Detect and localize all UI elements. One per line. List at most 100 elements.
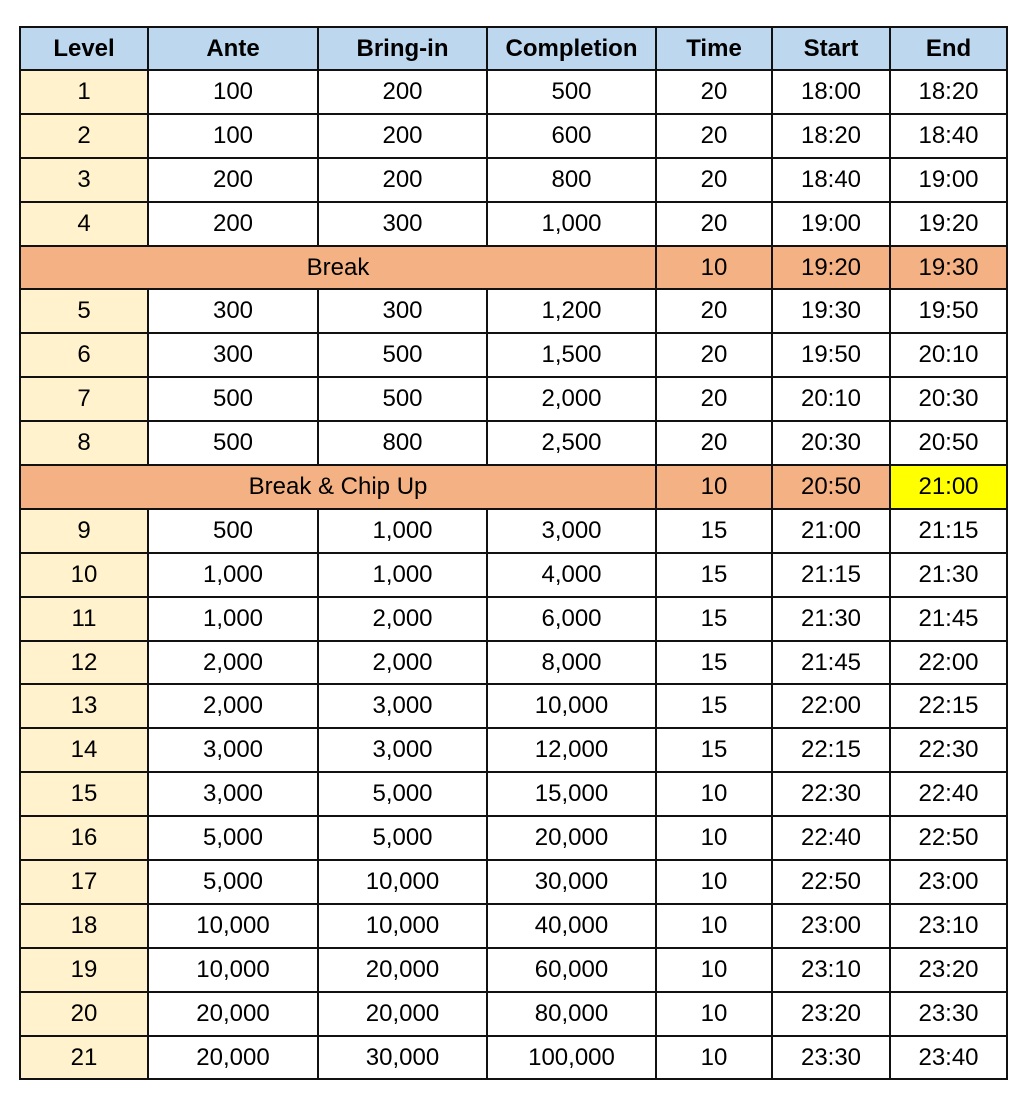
cell-time: 15 [655, 551, 773, 598]
level-row: 3 200 200 800 20 18:40 19:00 [19, 156, 1008, 203]
cell-end: 20:10 [889, 332, 1008, 379]
cell-bring-in: 5,000 [317, 815, 488, 862]
cell-level: 10 [19, 551, 149, 598]
cell-start: 20:30 [771, 420, 891, 467]
cell-completion: 100,000 [486, 1034, 657, 1081]
cell-start: 23:00 [771, 902, 891, 949]
cell-end: 21:45 [889, 595, 1008, 642]
level-row: 20 20,000 20,000 80,000 10 23:20 23:30 [19, 990, 1008, 1037]
cell-end: 21:15 [889, 507, 1008, 554]
break-row: Break & Chip Up 10 20:50 21:00 [19, 464, 1008, 510]
cell-start: 18:40 [771, 156, 891, 203]
cell-level: 4 [19, 200, 149, 247]
cell-level: 8 [19, 420, 149, 467]
cell-completion: 30,000 [486, 859, 657, 905]
break-label: Break [19, 244, 657, 291]
cell-ante: 5,000 [147, 859, 319, 905]
cell-bring-in: 200 [317, 156, 488, 203]
cell-start: 23:20 [771, 990, 891, 1037]
cell-ante: 10,000 [147, 902, 319, 949]
cell-bring-in: 20,000 [317, 946, 488, 993]
cell-ante: 100 [147, 69, 319, 115]
cell-time: 10 [655, 902, 773, 949]
cell-completion: 800 [486, 156, 657, 203]
cell-level: 21 [19, 1034, 149, 1081]
cell-start: 20:50 [771, 464, 891, 510]
cell-time: 10 [655, 464, 773, 510]
cell-level: 1 [19, 69, 149, 115]
cell-bring-in: 800 [317, 420, 488, 467]
cell-completion: 60,000 [486, 946, 657, 993]
cell-completion: 1,500 [486, 332, 657, 379]
cell-ante: 500 [147, 420, 319, 467]
cell-time: 15 [655, 683, 773, 730]
cell-start: 18:00 [771, 69, 891, 115]
cell-bring-in: 20,000 [317, 990, 488, 1037]
cell-end: 21:30 [889, 551, 1008, 598]
cell-level: 19 [19, 946, 149, 993]
cell-bring-in: 10,000 [317, 859, 488, 905]
level-row: 13 2,000 3,000 10,000 15 22:00 22:15 [19, 683, 1008, 730]
cell-time: 20 [655, 420, 773, 467]
cell-completion: 20,000 [486, 815, 657, 862]
cell-completion: 6,000 [486, 595, 657, 642]
cell-completion: 15,000 [486, 771, 657, 818]
cell-level: 20 [19, 990, 149, 1037]
cell-bring-in: 5,000 [317, 771, 488, 818]
cell-completion: 10,000 [486, 683, 657, 730]
cell-end: 20:30 [889, 376, 1008, 423]
cell-time: 10 [655, 990, 773, 1037]
cell-time: 10 [655, 771, 773, 818]
cell-start: 22:50 [771, 859, 891, 905]
cell-start: 22:15 [771, 727, 891, 774]
cell-end: 19:50 [889, 288, 1008, 335]
cell-time: 20 [655, 376, 773, 423]
cell-completion: 600 [486, 112, 657, 159]
cell-level: 18 [19, 902, 149, 949]
cell-completion: 1,000 [486, 200, 657, 247]
cell-bring-in: 3,000 [317, 727, 488, 774]
cell-level: 5 [19, 288, 149, 335]
cell-level: 12 [19, 639, 149, 686]
level-row: 9 500 1,000 3,000 15 21:00 21:15 [19, 507, 1008, 554]
cell-end: 18:40 [889, 112, 1008, 159]
cell-bring-in: 200 [317, 112, 488, 159]
header-row: Level Ante Bring-in Completion Time Start End [19, 26, 1008, 71]
cell-bring-in: 300 [317, 288, 488, 335]
cell-end: 19:00 [889, 156, 1008, 203]
cell-time: 20 [655, 332, 773, 379]
cell-completion: 8,000 [486, 639, 657, 686]
level-row: 17 5,000 10,000 30,000 10 22:50 23:00 [19, 859, 1008, 905]
cell-ante: 500 [147, 376, 319, 423]
cell-ante: 3,000 [147, 771, 319, 818]
cell-ante: 200 [147, 200, 319, 247]
cell-start: 23:30 [771, 1034, 891, 1081]
cell-ante: 20,000 [147, 990, 319, 1037]
cell-time: 10 [655, 859, 773, 905]
cell-bring-in: 200 [317, 69, 488, 115]
cell-end: 23:40 [889, 1034, 1008, 1081]
cell-end: 20:50 [889, 420, 1008, 467]
cell-time: 10 [655, 244, 773, 291]
level-row: 4 200 300 1,000 20 19:00 19:20 [19, 200, 1008, 247]
cell-level: 14 [19, 727, 149, 774]
cell-ante: 100 [147, 112, 319, 159]
cell-ante: 1,000 [147, 551, 319, 598]
cell-end: 19:20 [889, 200, 1008, 247]
cell-time: 10 [655, 1034, 773, 1081]
cell-start: 22:30 [771, 771, 891, 818]
cell-bring-in: 10,000 [317, 902, 488, 949]
cell-bring-in: 500 [317, 332, 488, 379]
cell-completion: 4,000 [486, 551, 657, 598]
level-row: 8 500 800 2,500 20 20:30 20:50 [19, 420, 1008, 467]
level-row: 7 500 500 2,000 20 20:10 20:30 [19, 376, 1008, 423]
break-row: Break 10 19:20 19:30 [19, 244, 1008, 291]
cell-completion: 12,000 [486, 727, 657, 774]
cell-ante: 1,000 [147, 595, 319, 642]
cell-bring-in: 1,000 [317, 551, 488, 598]
cell-end: 21:00 [889, 464, 1008, 510]
cell-bring-in: 2,000 [317, 595, 488, 642]
cell-start: 18:20 [771, 112, 891, 159]
cell-start: 22:00 [771, 683, 891, 730]
cell-bring-in: 300 [317, 200, 488, 247]
